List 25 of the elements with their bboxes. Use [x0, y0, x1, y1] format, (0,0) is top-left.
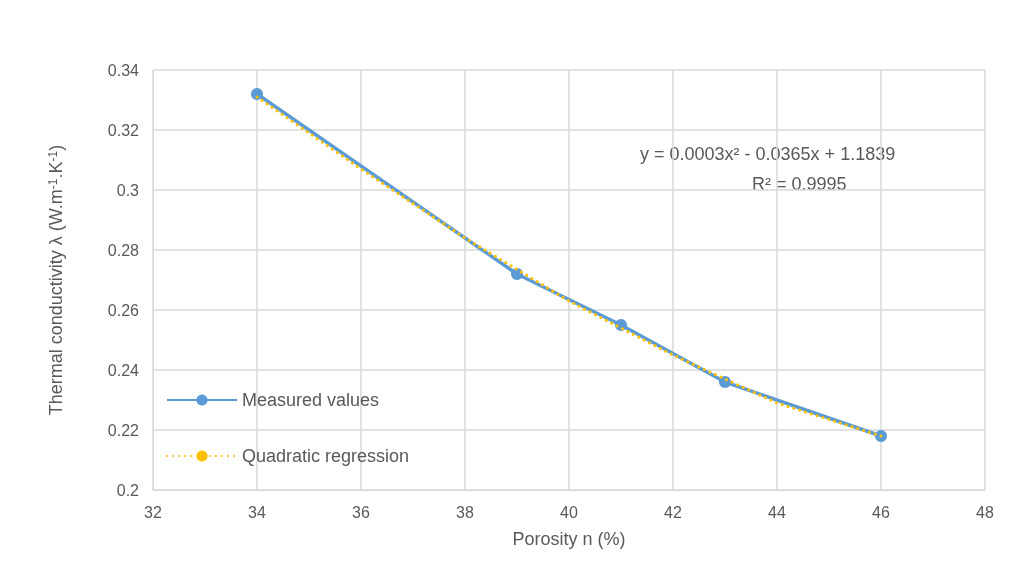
x-tick-label: 44 — [768, 503, 786, 521]
x-tick-label: 46 — [872, 503, 890, 521]
x-tick-label: 36 — [352, 503, 370, 521]
y-tick-label: 0.28 — [107, 241, 140, 259]
y-tick-label: 0.24 — [107, 361, 140, 379]
y-tick-label: 0.34 — [107, 61, 140, 79]
legend-label: Measured values — [242, 390, 380, 410]
annotation: y = 0.0003x² - 0.0365x + 1.1839 — [640, 144, 896, 164]
x-tick-label: 32 — [144, 503, 162, 521]
y-tick-label: 0.26 — [107, 301, 140, 319]
point — [875, 430, 887, 442]
legend-label: Quadratic regression — [242, 446, 410, 466]
x-tick-label: 42 — [664, 503, 682, 521]
y-tick-label: 0.32 — [107, 121, 140, 139]
point — [251, 88, 263, 100]
x-tick-label: 34 — [248, 503, 266, 521]
annotation: R² = 0.9995 — [752, 174, 847, 194]
x-tick-label: 48 — [976, 503, 994, 521]
y-tick-label: 0.22 — [107, 421, 140, 439]
y-tick-label: 0.3 — [116, 181, 140, 199]
y-tick-label: 0.2 — [116, 481, 140, 499]
x-tick-label: 40 — [560, 503, 578, 521]
y-axis-title: Thermal conductivity λ (W.m-1.K-1) — [46, 144, 66, 416]
x-tick-label: 38 — [456, 503, 474, 521]
x-axis-title: Porosity n (%) — [512, 529, 626, 549]
